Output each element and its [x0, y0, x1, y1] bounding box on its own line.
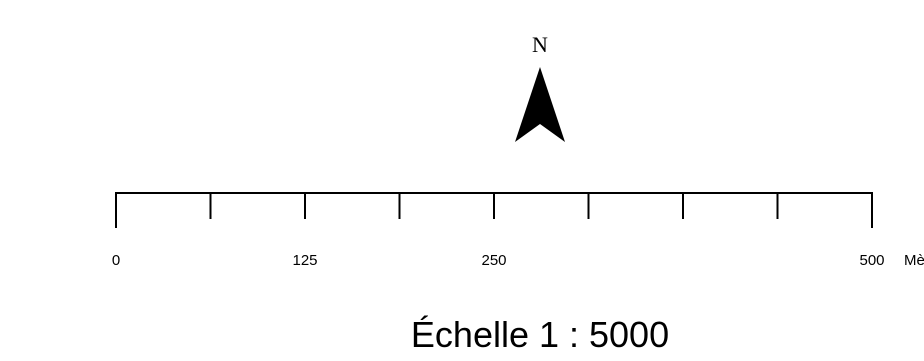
scale-caption: Échelle 1 : 5000 — [411, 314, 669, 355]
scale-bar-ticks — [115, 193, 873, 228]
scale-bar: 0 125 250 500 Mètres — [112, 192, 924, 269]
scale-unit-label: Mètres — [904, 252, 924, 269]
scale-bar-tick-label: 500 — [859, 252, 884, 269]
scale-bar-tick-label: 0 — [112, 252, 120, 269]
scale-bar-labels: 0 125 250 500 — [112, 252, 885, 269]
scale-bar-tick-label: 125 — [292, 252, 317, 269]
north-label: N — [532, 32, 548, 57]
north-arrow-icon — [515, 67, 565, 142]
scale-bar-tick-label: 250 — [481, 252, 506, 269]
north-arrow: N — [515, 32, 565, 142]
